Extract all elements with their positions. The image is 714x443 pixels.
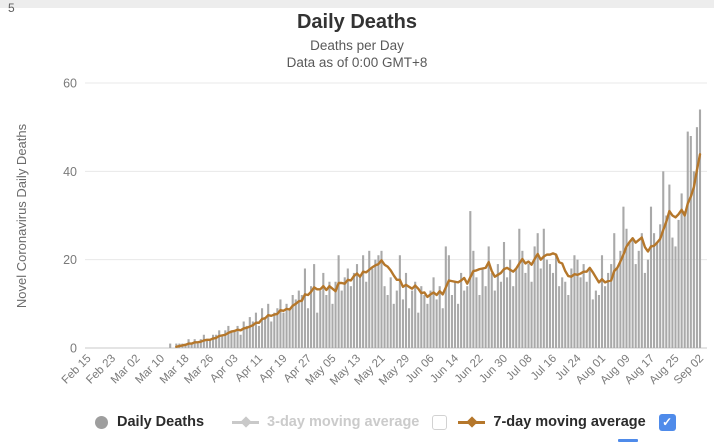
7day-moving-average-line <box>175 153 702 348</box>
top-edge-strip <box>0 0 714 8</box>
svg-text:Jul 08: Jul 08 <box>504 353 534 383</box>
checkbox-3day-average[interactable] <box>432 414 448 430</box>
chart-title: Daily Deaths <box>296 11 418 33</box>
svg-text:Apr 03: Apr 03 <box>208 353 240 385</box>
daily-deaths-bars <box>169 109 702 348</box>
legend-label-7day-average: 7-day moving average <box>493 414 646 430</box>
legend-item-daily-deaths[interactable]: Daily Deaths <box>95 414 204 430</box>
3day-average-marker-icon <box>232 416 260 429</box>
chart-legend: Daily Deaths 3-day moving average 7-day … <box>0 409 714 435</box>
svg-text:0: 0 <box>70 342 77 356</box>
legend-label-3day-average: 3-day moving average <box>267 414 420 430</box>
svg-text:Jun 30: Jun 30 <box>477 353 510 386</box>
y-axis-title: Novel Coronavirus Daily Deaths <box>14 123 29 308</box>
checkmark-icon: ✓ <box>662 415 673 429</box>
chart-header: Daily Deaths Deaths per Day Data as of 0… <box>0 10 714 71</box>
svg-text:60: 60 <box>63 77 77 91</box>
svg-text:40: 40 <box>63 165 77 179</box>
checkbox-focus-underline <box>618 439 638 442</box>
chart-subtitle-2: Data as of 0:00 GMT+8 <box>286 55 428 70</box>
daily-deaths-chart: 0 20 40 60 Novel Coronavirus Daily Deaths Feb… <box>14 77 707 388</box>
svg-text:Jul 16: Jul 16 <box>529 353 559 383</box>
daily-deaths-marker-icon <box>95 415 108 429</box>
legend-label-daily-deaths: Daily Deaths <box>117 414 205 430</box>
chart-subtitle-1: Deaths per Day <box>310 38 404 53</box>
7day-average-marker-icon <box>458 416 486 429</box>
checkbox-7day-average[interactable]: ✓ <box>658 413 676 431</box>
corner-text: 5 <box>8 1 15 15</box>
legend-item-7day-average[interactable]: 7-day moving average <box>458 414 646 430</box>
legend-item-3day-average[interactable]: 3-day moving average <box>232 414 419 430</box>
svg-text:20: 20 <box>63 253 77 267</box>
y-axis-tick-labels: 0 20 40 60 <box>63 77 77 356</box>
